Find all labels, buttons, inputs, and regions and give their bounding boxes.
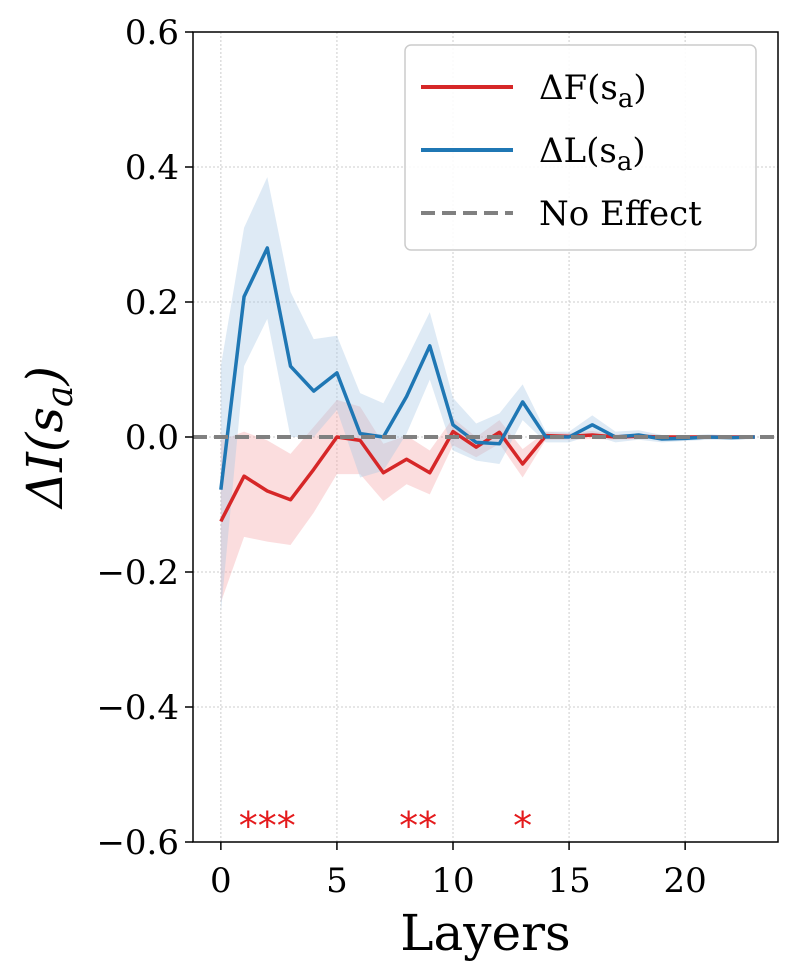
legend-label-main: ΔL(s — [539, 131, 617, 171]
significance-annotation: ** — [399, 804, 437, 848]
legend-label-close: ) — [632, 131, 645, 171]
y-tick-label: −0.4 — [96, 688, 179, 728]
legend-label-1: ΔL(sa) — [539, 131, 646, 177]
y-tick-label: −0.2 — [96, 553, 179, 593]
x-tick-label: 10 — [431, 861, 474, 901]
y-axis-title-main: ΔI(s — [16, 407, 74, 510]
y-axis-title-subscript: a — [40, 386, 81, 407]
x-tick-label: 0 — [210, 861, 232, 901]
legend-label-subscript: a — [618, 84, 634, 114]
legend-label-subscript: a — [617, 147, 633, 177]
legend-label-main: No Effect — [539, 194, 702, 234]
legend-label-close: ) — [633, 68, 646, 108]
y-tick-label: −0.6 — [96, 823, 179, 863]
legend-box — [404, 44, 757, 251]
legend: ΔF(sa)ΔL(sa)No Effect — [404, 44, 757, 251]
legend-label-2: No Effect — [539, 194, 702, 234]
y-axis-title-close: ) — [16, 366, 74, 387]
significance-annotation: * — [513, 804, 532, 848]
significance-annotation: *** — [239, 804, 296, 848]
y-tick-label: 0.6 — [125, 13, 179, 53]
confidence-band-0 — [220, 399, 755, 603]
legend-label-0: ΔF(sa) — [539, 68, 647, 114]
y-axis-title: ΔI(sa) — [16, 366, 81, 510]
legend-label-main: ΔF(s — [539, 68, 618, 108]
x-tick-label: 20 — [664, 861, 707, 901]
x-tick-label: 15 — [547, 861, 590, 901]
x-axis-title: Layers — [400, 904, 570, 962]
significance-annotations: *** ** * — [239, 804, 532, 848]
y-tick-label: 0.4 — [125, 148, 179, 188]
y-tick-label: 0.2 — [125, 283, 179, 323]
axis-titles: Layers ΔI(sa) — [16, 366, 571, 962]
axes: 0 5 10 15 20 −0.6 −0.4 −0.2 0.0 0.2 0.4 0.6 — [96, 13, 779, 901]
x-tick-label: 5 — [326, 861, 348, 901]
series-lines — [193, 246, 778, 523]
confidence-bands — [220, 177, 755, 613]
confidence-band-1 — [220, 177, 755, 613]
y-tick-label: 0.0 — [125, 418, 179, 458]
